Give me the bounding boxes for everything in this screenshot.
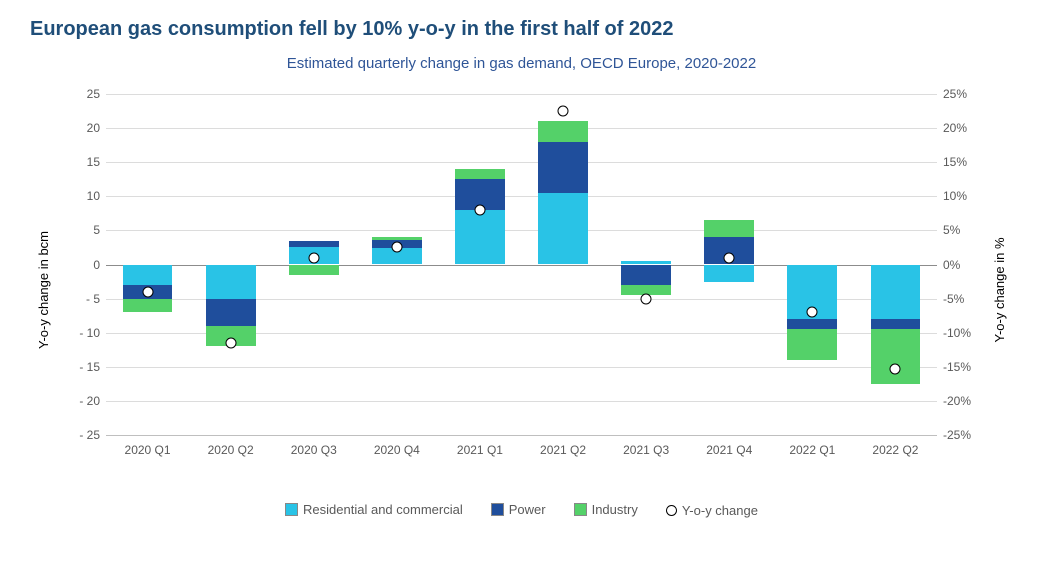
yoy-marker [890,363,901,374]
y-tick-right: 20% [943,121,977,135]
bar-power [206,299,256,326]
y-tick-left: - 10 [66,326,100,340]
gridline [106,230,937,231]
gridline [106,367,937,368]
gridline [106,128,937,129]
chart-area: Y-o-y change in bcm Y-o-y change in % 25… [50,90,993,490]
bar-power [538,142,588,193]
y-tick-left: - 20 [66,394,100,408]
yoy-marker [558,106,569,117]
bar-residential [123,265,173,285]
category-label: 2020 Q2 [208,443,254,457]
chart-title: European gas consumption fell by 10% y-o… [30,18,1013,41]
bar-power [871,319,921,329]
bar-power [787,319,837,329]
y-tick-left: 25 [66,87,100,101]
legend-swatch [491,503,504,516]
legend: Residential and commercial Power Industry Y… [30,502,1013,519]
bar-industry [871,329,921,384]
legend-item: Industry [574,502,638,517]
bar-industry [455,169,505,179]
category-label: 2022 Q2 [872,443,918,457]
category-label: 2020 Q3 [291,443,337,457]
category-label: 2021 Q1 [457,443,503,457]
y-axis-right-label: Y-o-y change in % [992,237,1007,342]
legend-label: Residential and commercial [303,502,463,517]
y-tick-left: - 25 [66,428,100,442]
legend-item: Power [491,502,546,517]
bar-power [621,265,671,285]
legend-item: Y-o-y change [666,503,758,518]
category-label: 2022 Q1 [789,443,835,457]
gridline [106,94,937,95]
page: European gas consumption fell by 10% y-o… [0,0,1043,568]
gridline [106,401,937,402]
y-tick-right: -5% [943,292,977,306]
bar-residential [871,265,921,320]
bar-residential [538,193,588,265]
yoy-marker [391,242,402,253]
category-label: 2021 Q3 [623,443,669,457]
yoy-marker [724,252,735,263]
bar-residential [206,265,256,299]
y-tick-left: - 15 [66,360,100,374]
y-tick-right: -15% [943,360,977,374]
legend-swatch [574,503,587,516]
y-tick-left: 15 [66,155,100,169]
bar-industry [787,329,837,360]
y-tick-left: 0 [66,258,100,272]
bar-power [289,241,339,248]
y-tick-right: -20% [943,394,977,408]
y-tick-right: -10% [943,326,977,340]
yoy-marker [225,337,236,348]
legend-label: Y-o-y change [682,503,758,518]
chart-subtitle: Estimated quarterly change in gas demand… [30,55,1013,72]
yoy-marker [474,204,485,215]
plot-region: 2525%2020%1515%1010%55%00%- 5-5%- 10-10%… [106,94,937,436]
y-tick-right: -25% [943,428,977,442]
y-tick-left: 10 [66,189,100,203]
bar-industry [372,237,422,240]
bar-residential [704,265,754,282]
bar-industry [538,121,588,141]
y-tick-right: 10% [943,189,977,203]
gridline [106,196,937,197]
y-tick-right: 0% [943,258,977,272]
legend-label: Industry [592,502,638,517]
y-tick-right: 15% [943,155,977,169]
y-tick-left: - 5 [66,292,100,306]
bar-residential [455,210,505,265]
category-label: 2021 Q4 [706,443,752,457]
yoy-marker [308,252,319,263]
y-tick-right: 25% [943,87,977,101]
yoy-marker [807,307,818,318]
legend-swatch [285,503,298,516]
category-label: 2020 Q1 [125,443,171,457]
bar-industry [289,265,339,275]
legend-item: Residential and commercial [285,502,463,517]
y-tick-left: 20 [66,121,100,135]
bar-industry [704,220,754,237]
bar-industry [123,299,173,313]
y-tick-left: 5 [66,223,100,237]
legend-label: Power [509,502,546,517]
y-axis-left-label: Y-o-y change in bcm [36,231,51,349]
yoy-marker [641,293,652,304]
yoy-marker [142,286,153,297]
legend-marker-icon [666,505,677,516]
category-label: 2021 Q2 [540,443,586,457]
y-tick-right: 5% [943,223,977,237]
gridline [106,162,937,163]
category-label: 2020 Q4 [374,443,420,457]
